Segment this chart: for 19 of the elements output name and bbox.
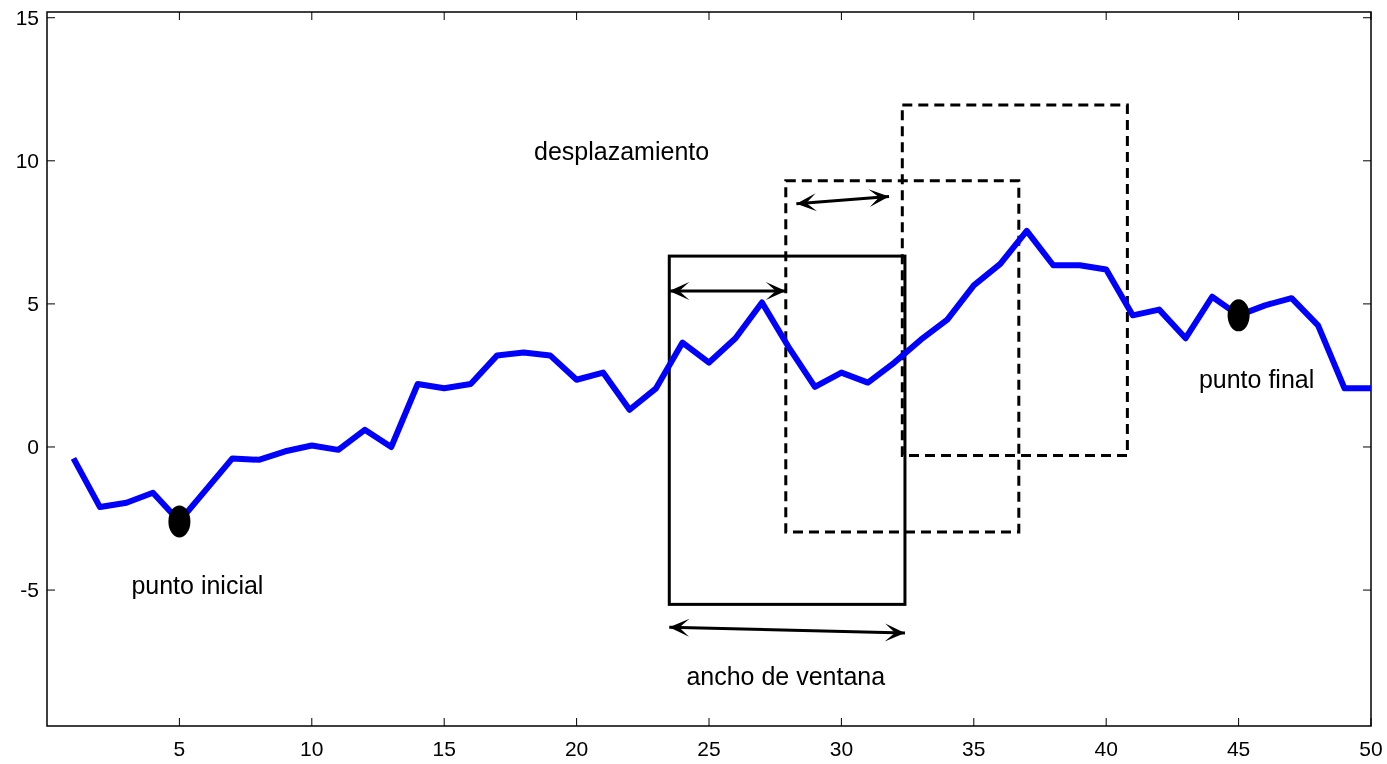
annotation: punto inicial — [131, 571, 264, 600]
x-tick-label: 30 — [829, 737, 854, 760]
x-tick-label: 10 — [300, 737, 324, 760]
x-tick-label: 15 — [432, 737, 456, 760]
x-tick-label: 50 — [1359, 737, 1383, 760]
annotation: ancho de ventana — [686, 662, 886, 691]
x-tick-label: 5 — [173, 737, 186, 760]
x-tick-label: 40 — [1094, 737, 1118, 760]
y-tick-label: 5 — [27, 291, 39, 315]
y-tick-label: 15 — [15, 5, 39, 29]
annotation: desplazamiento — [534, 137, 710, 166]
annotation: punto final — [1198, 365, 1315, 394]
x-tick-label: 35 — [962, 737, 986, 760]
y-tick-label: -5 — [20, 578, 39, 602]
x-tick-label: 45 — [1226, 737, 1251, 760]
x-tick-label: 20 — [564, 737, 589, 760]
x-tick-label: 25 — [697, 737, 721, 760]
y-tick-label: 0 — [27, 434, 39, 458]
y-tick-label: 10 — [15, 148, 39, 172]
